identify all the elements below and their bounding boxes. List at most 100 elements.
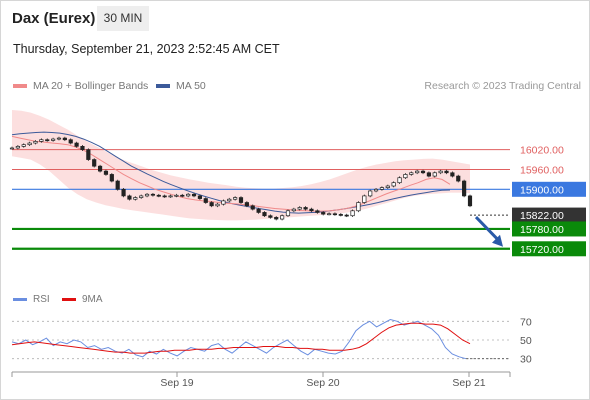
candle-body bbox=[156, 194, 161, 197]
candle-body bbox=[56, 137, 62, 140]
candle-body bbox=[27, 142, 32, 146]
ma20-swatch bbox=[13, 84, 27, 88]
candle-body bbox=[379, 187, 385, 190]
candle-body bbox=[368, 190, 373, 197]
candle-body bbox=[21, 144, 26, 147]
candle-body bbox=[409, 172, 414, 175]
candle-body bbox=[144, 193, 150, 197]
candle-body bbox=[86, 149, 91, 160]
candle-body bbox=[203, 198, 208, 203]
rsi-swatch bbox=[13, 298, 27, 301]
rsi-label: RSI bbox=[33, 294, 50, 305]
candle-body bbox=[309, 208, 314, 212]
candle-body bbox=[97, 165, 103, 172]
level-label-2: 15900.00 bbox=[520, 184, 564, 196]
candle-body bbox=[432, 172, 437, 177]
rsi-tick-label: 70 bbox=[520, 316, 532, 328]
legend-rsi: RSI bbox=[13, 294, 50, 305]
candle-body bbox=[315, 210, 320, 213]
candle-body bbox=[221, 200, 226, 205]
candle-body bbox=[168, 195, 173, 198]
legend-ma20: MA 20 + Bollinger Bands bbox=[13, 80, 148, 92]
candle-body bbox=[74, 142, 79, 147]
candle-body bbox=[326, 213, 332, 216]
timestamp: Thursday, September 21, 2023 2:52:45 AM … bbox=[13, 42, 280, 56]
x-tick-label: Sep 20 bbox=[306, 377, 339, 389]
candle-body bbox=[397, 177, 402, 184]
ma50-swatch bbox=[156, 84, 170, 88]
candle-body bbox=[238, 197, 244, 203]
candle-body bbox=[180, 194, 185, 197]
candle-body bbox=[227, 198, 232, 202]
candle-body bbox=[133, 197, 138, 200]
instrument-title: Dax (Eurex) bbox=[12, 10, 96, 27]
candle-body bbox=[403, 174, 408, 179]
candle-body bbox=[121, 188, 126, 197]
candle-body bbox=[362, 195, 367, 203]
candle-body bbox=[45, 139, 50, 142]
candle-body bbox=[426, 172, 431, 177]
rsi-tick-label: 50 bbox=[520, 335, 532, 347]
candle-body bbox=[62, 137, 67, 141]
candle-body bbox=[215, 203, 220, 207]
candle-body bbox=[350, 210, 355, 217]
level-tag-4 bbox=[512, 221, 586, 237]
candle-body bbox=[250, 205, 255, 210]
rsi-ma-swatch bbox=[62, 298, 76, 301]
rsi-ma-label: 9MA bbox=[82, 294, 103, 305]
forecast-arrow-head bbox=[492, 234, 503, 247]
candle-body bbox=[385, 185, 390, 189]
candle-body bbox=[51, 138, 56, 141]
candle-body bbox=[268, 215, 273, 218]
candle-body bbox=[233, 197, 238, 200]
legend-ma50: MA 50 bbox=[156, 80, 206, 92]
candle-body bbox=[280, 215, 285, 220]
candle-body bbox=[344, 214, 349, 217]
candle-body bbox=[338, 214, 343, 216]
candle-body bbox=[9, 147, 15, 150]
candle-body bbox=[191, 193, 197, 197]
candle-body bbox=[150, 193, 156, 196]
ma20-label: MA 20 + Bollinger Bands bbox=[33, 80, 149, 92]
candle-body bbox=[297, 207, 302, 210]
level-tag-2 bbox=[512, 181, 586, 197]
rsi-ma-line bbox=[11, 322, 471, 354]
candle-body bbox=[321, 212, 326, 215]
level-tag-5 bbox=[512, 241, 586, 257]
rsi-line bbox=[11, 318, 467, 360]
ma50-label: MA 50 bbox=[176, 80, 206, 92]
candle-body bbox=[262, 212, 267, 217]
legend-rsi-ma: 9MA bbox=[62, 294, 103, 305]
candle-body bbox=[467, 195, 473, 207]
bollinger-band bbox=[12, 110, 470, 221]
candle-body bbox=[80, 145, 85, 151]
x-tick-label: Sep 19 bbox=[160, 377, 193, 389]
rsi-tick-label: 30 bbox=[520, 354, 532, 366]
candle-body bbox=[244, 202, 249, 207]
level-label-3: 15822.00 bbox=[520, 210, 564, 222]
level-label-1: 15960.00 bbox=[520, 164, 564, 176]
candle-body bbox=[303, 207, 308, 210]
candle-body bbox=[68, 139, 73, 144]
candle-body bbox=[109, 174, 114, 182]
candle-body bbox=[373, 188, 379, 192]
candle-body bbox=[462, 180, 467, 197]
candle-body bbox=[92, 159, 97, 167]
candle-body bbox=[274, 217, 279, 220]
candle-body bbox=[291, 208, 296, 212]
candle-body bbox=[139, 195, 144, 198]
ma20-line bbox=[11, 135, 451, 212]
candle-body bbox=[209, 202, 214, 207]
candle-body bbox=[186, 193, 191, 197]
level-label-0: 16020.00 bbox=[520, 145, 564, 157]
credit-text: Research © 2023 Trading Central bbox=[424, 80, 581, 92]
timeframe-button[interactable]: 30 MIN bbox=[97, 6, 149, 31]
candle-body bbox=[162, 195, 167, 198]
candle-body bbox=[115, 180, 120, 190]
candle-body bbox=[197, 195, 202, 199]
candle-body bbox=[444, 170, 449, 174]
candle-body bbox=[356, 202, 361, 212]
level-label-5: 15720.00 bbox=[520, 244, 564, 256]
candle-body bbox=[456, 175, 461, 182]
